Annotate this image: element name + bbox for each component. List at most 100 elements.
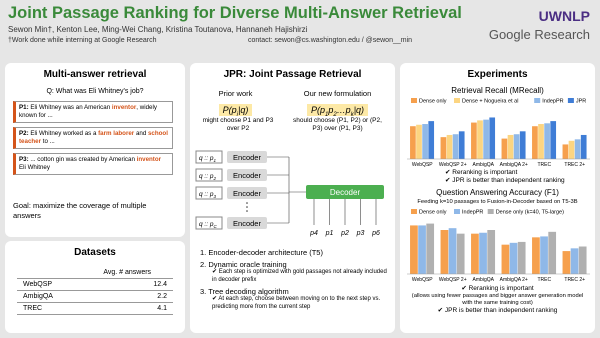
step-detail: ✔ Each step is optimized with gold passa… <box>212 269 387 283</box>
input-box <box>195 216 223 230</box>
bar <box>471 233 479 274</box>
finding: (allows using fewer passages and bigger … <box>411 293 584 306</box>
logo: UWNLP <box>538 8 590 24</box>
legend-label: Dense + Nogueira et al <box>462 99 518 105</box>
input-label: q :: p1 <box>199 155 216 163</box>
legend-swatch <box>487 209 494 214</box>
formula-part: P(p <box>222 105 237 115</box>
bar <box>410 126 416 159</box>
encoder <box>227 169 267 181</box>
passage-text: P2: <box>19 130 29 137</box>
findings: ✔ Reranking is important (allows using f… <box>406 285 589 315</box>
goal: Goal: maximize the coverage of multiple … <box>13 201 147 220</box>
cell: 4.1 <box>81 302 173 315</box>
cell: WebQSP <box>17 278 82 291</box>
passage: P3: ... cotton gin was created by Americ… <box>13 153 173 175</box>
encoder <box>227 217 267 229</box>
output-label: p4 <box>309 230 318 237</box>
table-row: WebQSP 12.4 <box>17 278 173 291</box>
experiments-box: Experiments Retrieval Recall (MRecall) D… <box>400 63 595 333</box>
step-title: 1. Encoder-decoder architecture (T5) <box>200 248 323 257</box>
x-tick-label: TREC 2+ <box>564 277 585 283</box>
formula-part: P(p <box>310 105 325 115</box>
formula-part: i <box>236 111 238 118</box>
table: Avg. # answers WebQSP 12.4 AmbigQA 2.2 TREC 4… <box>17 267 173 315</box>
legend-swatch <box>411 98 417 103</box>
bar <box>580 134 587 159</box>
table-header: Avg. # answers <box>17 267 173 279</box>
passage: P1: Eli Whitney was an American inventor… <box>13 101 173 123</box>
input-sub: C <box>213 224 217 229</box>
ellipsis-dot <box>246 210 248 212</box>
x-tick-label: AmbigQA <box>473 162 495 168</box>
output-label: p6 <box>371 230 380 237</box>
bar <box>446 134 453 159</box>
contact: contact: sewon@cs.washington.edu / @sewo… <box>248 37 413 44</box>
legend-swatch <box>454 98 460 103</box>
bar <box>578 246 587 274</box>
input-box <box>195 186 223 200</box>
passage-text: inventor <box>111 104 137 111</box>
bar <box>550 121 557 159</box>
bar <box>440 230 449 274</box>
cell: Avg. # answers <box>81 267 173 279</box>
table-row: TREC 4.1 <box>17 302 173 315</box>
bar <box>477 120 483 159</box>
passage-text: P1: <box>19 104 29 111</box>
step-title: 2. Dynamic oracle training <box>200 260 287 269</box>
cell: 2.2 <box>81 290 173 303</box>
bar <box>440 137 447 159</box>
bar <box>562 251 571 274</box>
input-label: q :: pC <box>199 221 217 229</box>
legend-swatch <box>534 98 541 103</box>
formula-box: P(pi|q) <box>218 104 253 118</box>
encoder-label: Encoder <box>233 189 261 198</box>
bar <box>416 124 422 159</box>
cell: 12.4 <box>81 278 173 291</box>
section-title: Multi-answer retrieval <box>43 69 147 80</box>
bar <box>568 140 575 159</box>
footnote: †Work done while interning at Google Res… <box>8 37 157 44</box>
x-tick-label: WebQSP <box>412 277 433 283</box>
bar <box>532 237 540 274</box>
input-sub: 1 <box>213 158 216 163</box>
section-title: Experiments <box>467 69 528 80</box>
bar <box>538 124 544 159</box>
bar <box>471 122 477 159</box>
legend-swatch <box>567 98 574 103</box>
question: Q: What was Eli Whitney's job? <box>46 88 144 95</box>
bar <box>532 126 538 159</box>
title: Joint Passage Ranking for Diverse Multi-… <box>8 4 462 22</box>
bar <box>562 144 569 159</box>
passage-text: , widely known for ... <box>19 104 157 119</box>
input-label: q :: p2 <box>199 173 216 181</box>
section-title: Datasets <box>74 247 116 258</box>
datasets-box: Datasets Avg. # answers WebQSP 12.4 AmbigQ… <box>5 241 185 333</box>
x-tick-label: TREC <box>537 277 551 283</box>
encoder-label: Encoder <box>233 171 261 180</box>
cell: AmbigQA <box>17 290 82 303</box>
finding: ✔ Reranking is important <box>461 285 534 292</box>
decoder-label: Decoder <box>330 188 361 197</box>
passages: P1: Eli Whitney was an American inventor… <box>13 101 173 179</box>
input-text: q :: p <box>199 155 214 162</box>
section-title: JPR: Joint Passage Retrieval <box>223 69 362 80</box>
bar <box>519 131 526 159</box>
passage-text: P3: <box>19 156 29 163</box>
bar <box>428 121 435 159</box>
chart-title: Question Answering Accuracy (F1) <box>436 188 559 197</box>
output-label: p2 <box>340 230 349 237</box>
bar <box>501 244 510 274</box>
encoder <box>227 187 267 199</box>
x-tick-label: WebQSP 2+ <box>439 277 467 283</box>
formula-part: …p <box>336 105 351 115</box>
x-tick-label: AmbigQA 2+ <box>500 277 528 283</box>
table-row: AmbigQA 2.2 <box>17 290 173 303</box>
input-label: q :: p3 <box>199 191 216 199</box>
legend-label: Dense only (k=40, T5-large) <box>496 210 564 216</box>
encoder-label: Encoder <box>233 219 261 228</box>
bar <box>422 124 428 159</box>
bar <box>517 241 526 274</box>
